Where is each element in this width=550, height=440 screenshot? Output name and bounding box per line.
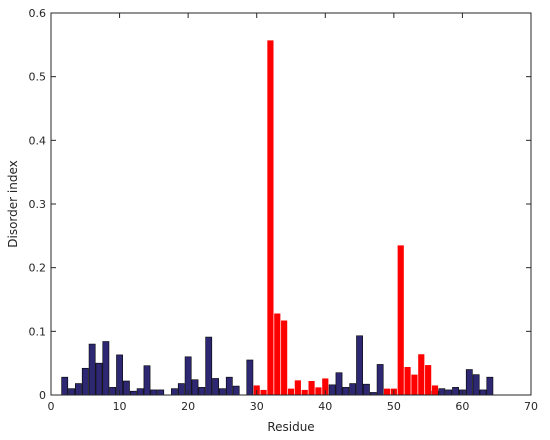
bar-residue-6-s0 <box>88 343 96 396</box>
bar-residue-13-s0 <box>136 388 144 396</box>
bar-residue-32-s1 <box>267 40 274 395</box>
bar-residue-8-s0 <box>102 341 110 396</box>
bar-residue-55-s1 <box>425 365 432 395</box>
bar-residue-59-s0 <box>452 387 459 396</box>
x-tick-label: 0 <box>48 400 55 413</box>
bar-residue-7-s0 <box>95 362 103 396</box>
bar-residue-35-s1 <box>287 388 295 395</box>
bar-residue-22-s0 <box>198 387 206 396</box>
y-tick-label: 0.5 <box>29 71 47 84</box>
bar-residue-56-s1 <box>431 385 439 395</box>
bar-residue-16-s0 <box>157 389 165 396</box>
bar-residue-46-s0 <box>363 383 370 396</box>
y-tick-label: 0 <box>39 389 46 402</box>
bar-residue-54-s1 <box>418 354 425 395</box>
bar-residue-39-s1 <box>315 387 322 395</box>
bar-residue-11-s0 <box>123 380 130 396</box>
bar-residue-5-s0 <box>81 367 89 396</box>
bar-residue-15-s0 <box>150 389 158 396</box>
bar-residue-48-s0 <box>376 364 384 396</box>
y-axis-ticks: 0 0.1 0.2 0.3 0.4 0.5 0.6 <box>29 7 531 402</box>
x-tick-label: 40 <box>318 400 332 413</box>
bar-residue-43-s0 <box>342 387 350 396</box>
bar-residue-14-s0 <box>143 365 151 396</box>
bar-residue-38-s1 <box>308 380 315 395</box>
bar-residue-58-s0 <box>445 389 453 396</box>
bars-group <box>61 40 494 396</box>
bar-residue-24-s0 <box>212 378 219 396</box>
bar-residue-23-s0 <box>205 336 213 396</box>
bar-residue-49-s1 <box>383 388 391 395</box>
bar-residue-4-s0 <box>75 383 82 396</box>
plot-frame <box>50 12 532 396</box>
x-axis-ticks: 0 10 20 30 40 50 60 70 <box>48 13 538 413</box>
y-axis-label: Disorder index <box>6 160 20 247</box>
bar-residue-34-s1 <box>281 320 288 395</box>
bar-residue-41-s0 <box>328 384 336 396</box>
bar-residue-36-s1 <box>294 380 301 395</box>
bar-residue-31-s1 <box>260 389 267 395</box>
x-tick-label: 20 <box>181 400 195 413</box>
bar-residue-18-s0 <box>171 388 178 396</box>
y-tick-label: 0.1 <box>29 325 47 338</box>
x-tick-label: 70 <box>524 400 538 413</box>
bar-residue-51-s1 <box>397 245 404 395</box>
bar-residue-64-s0 <box>486 376 494 396</box>
bar-residue-10-s0 <box>116 354 123 396</box>
bar-residue-62-s0 <box>472 374 480 396</box>
bar-residue-53-s1 <box>411 374 418 395</box>
y-tick-label: 0.6 <box>29 7 47 20</box>
bar-residue-44-s0 <box>349 383 357 396</box>
bar-residue-29-s0 <box>246 359 254 396</box>
bar-residue-25-s0 <box>219 388 226 396</box>
bar-residue-27-s0 <box>232 385 240 396</box>
bar-residue-2-s0 <box>61 376 69 396</box>
x-tick-label: 10 <box>113 400 127 413</box>
y-tick-label: 0.4 <box>29 134 47 147</box>
bar-residue-20-s0 <box>184 356 192 396</box>
bar-residue-61-s0 <box>465 369 473 396</box>
y-tick-label: 0.3 <box>29 198 47 211</box>
x-tick-label: 50 <box>387 400 401 413</box>
bar-residue-12-s0 <box>129 390 137 396</box>
bar-residue-37-s1 <box>301 389 308 395</box>
y-tick-label: 0.2 <box>29 262 47 275</box>
bar-residue-40-s1 <box>322 378 329 395</box>
bar-residue-21-s0 <box>191 379 199 396</box>
x-tick-label: 30 <box>250 400 264 413</box>
bar-residue-3-s0 <box>68 388 75 396</box>
bar-residue-45-s0 <box>356 335 363 396</box>
bar-residue-33-s1 <box>274 313 281 395</box>
bar-residue-26-s0 <box>225 376 233 396</box>
bar-residue-19-s0 <box>177 383 185 396</box>
x-tick-label: 60 <box>455 400 469 413</box>
bar-residue-42-s0 <box>335 372 343 396</box>
bar-residue-52-s1 <box>404 366 411 395</box>
bar-residue-9-s0 <box>109 387 117 396</box>
bar-residue-57-s0 <box>438 388 446 396</box>
bar-residue-63-s0 <box>479 389 487 396</box>
x-axis-label: Residue <box>267 420 314 434</box>
